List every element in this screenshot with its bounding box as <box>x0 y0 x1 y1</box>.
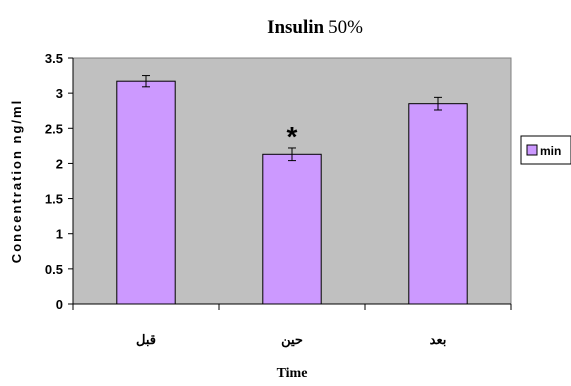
chart-title-rest: 50% <box>328 17 363 38</box>
y-tick-label: 3 <box>56 86 63 101</box>
bar <box>408 103 468 305</box>
y-tick-label: 0.5 <box>45 262 63 277</box>
bar <box>262 153 322 305</box>
y-tick-label: 1.5 <box>45 192 63 207</box>
y-axis-title: Concentration ng/ml <box>9 99 24 263</box>
bar <box>116 80 176 305</box>
x-category-label: قبل <box>136 332 156 347</box>
y-tick-label: 2 <box>56 156 63 171</box>
y-tick-label: 3.5 <box>45 51 63 66</box>
axes-layer: 0 0.5 1 1.5 2 2.5 3 3.5 قبل حين بعد <box>45 51 512 348</box>
chart-title-bold: Insulin <box>267 17 324 38</box>
chart-title: Insulin 50% <box>267 17 363 38</box>
bars-layer: * <box>116 75 468 305</box>
y-tick-label: 0 <box>56 297 63 312</box>
significance-marker: * <box>287 121 298 152</box>
legend-swatch <box>526 144 538 156</box>
y-tick-label: 2.5 <box>45 121 63 136</box>
x-category-label: حين <box>281 332 303 348</box>
x-category-label: بعد <box>430 332 447 347</box>
x-axis-title: Time <box>277 366 308 381</box>
y-tick-label: 1 <box>56 227 63 242</box>
legend: min <box>520 135 571 165</box>
legend-label-min: min <box>540 144 561 158</box>
